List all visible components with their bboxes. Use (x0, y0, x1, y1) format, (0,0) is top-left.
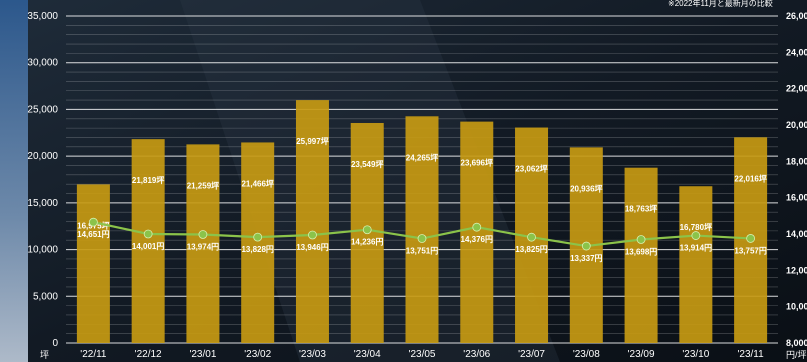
y-left-tick-label: 30,000 (27, 58, 58, 69)
bar-data-label: 22,016坪 (734, 173, 766, 183)
line-point (198, 230, 208, 239)
x-tick-label: '23/03 (299, 349, 326, 360)
y-right-tick-label: 16,000 (786, 193, 807, 203)
bar (241, 142, 275, 343)
line-point (143, 229, 153, 239)
x-tick-label: '22/11 (80, 349, 107, 360)
line-point (472, 222, 482, 232)
bar (131, 139, 165, 343)
comparison-note: ※2022年11月と最新月の比較 (668, 0, 773, 8)
bar-data-label: 20,936坪 (570, 183, 602, 193)
y-left-tick-label: 35,000 (27, 11, 58, 22)
line-data-label: 13,337円 (570, 254, 602, 263)
line-point (636, 235, 646, 244)
y-left-tick-label: 25,000 (27, 104, 58, 115)
line-point (581, 241, 591, 251)
line-data-label: 13,828円 (241, 245, 273, 254)
bar-data-label: 24,265坪 (406, 152, 438, 162)
bar (76, 184, 110, 343)
y-right-tick-label: 22,000 (786, 84, 807, 94)
bar-data-label: 23,549坪 (351, 159, 383, 169)
y-right-tick-label: 26,000 (786, 11, 807, 21)
y-right-ticks: 8,000 10,000 12,000 14,000 16,000 18,000 20,00… (786, 11, 807, 348)
x-tick-label: '23/07 (518, 349, 545, 360)
x-tick-label: '23/04 (354, 349, 381, 360)
line-data-label: 13,946円 (296, 243, 328, 252)
bar (460, 121, 494, 343)
line-data-label: 13,825円 (515, 245, 547, 254)
bar-data-label: 21,819坪 (132, 175, 164, 185)
line-data-label: 14,236円 (351, 238, 383, 247)
x-tick-label: '23/05 (409, 349, 436, 360)
y-left-ticks: 0 5,000 10,000 15,000 20,000 25,000 30,000 35,0… (27, 11, 58, 349)
line-data-label: 14,651円 (77, 230, 109, 239)
line-data-label: 14,376円 (461, 235, 493, 244)
x-tick-label: '23/08 (573, 349, 600, 360)
x-tick-label: '23/11 (738, 349, 765, 360)
x-tick-label: '23/10 (682, 349, 709, 360)
y-right-tick-label: 8,000 (786, 338, 807, 348)
x-tick-label: '23/06 (463, 349, 490, 360)
bar-data-label: 25,997坪 (296, 136, 328, 146)
line-point (527, 232, 536, 242)
bar (624, 167, 658, 343)
x-tick-label: '23/01 (189, 349, 216, 360)
line-data-label: 14,001円 (132, 242, 164, 251)
y-right-tick-label: 14,000 (786, 229, 807, 239)
y-left-tick-label: 0 (52, 338, 58, 349)
x-tick-label: '23/02 (244, 349, 271, 360)
x-tick-label: '22/12 (135, 349, 162, 360)
bar-data-label: 23,062坪 (515, 164, 547, 174)
y-right-tick-label: 18,000 (786, 156, 807, 166)
bar-data-label: 16,780坪 (680, 222, 712, 232)
line-data-label: 13,974円 (187, 242, 219, 251)
x-ticks: '22/11 '22/12 '23/01 '23/02 '23/03 '23/04 '23/… (80, 349, 764, 360)
bar-data-label: 18,763坪 (625, 204, 657, 214)
bar-data-label: 23,696坪 (461, 158, 493, 168)
y-left-tick-label: 10,000 (27, 245, 58, 256)
bar-series (76, 100, 768, 344)
line-data-label: 13,914円 (680, 244, 712, 253)
line-point (691, 231, 701, 240)
line-point (253, 232, 263, 242)
bar (186, 144, 220, 343)
bar-data-label: 21,259坪 (187, 180, 219, 190)
bar-labels: 16,975坪21,819坪21,259坪21,466坪25,997坪23,54… (77, 136, 767, 232)
line-data-label: 13,757円 (734, 246, 766, 255)
bar-data-label: 21,466坪 (241, 178, 273, 188)
y-right-tick-label: 10,000 (786, 302, 807, 312)
bar (405, 116, 439, 344)
line-point (746, 234, 756, 243)
sky-strip (0, 0, 28, 362)
line-series (88, 217, 756, 251)
y-left-tick-label: 5,000 (33, 291, 58, 302)
y-right-tick-label: 20,000 (786, 120, 807, 130)
y-left-tick-label: 20,000 (27, 151, 58, 162)
line-labels: 14,651円 14,001円 13,974円 13,828円 13,946円 14,23… (77, 230, 767, 263)
x-tick-label: '23/09 (628, 349, 655, 360)
line-data-label: 13,751円 (406, 247, 438, 256)
bar (679, 186, 713, 343)
bar (295, 100, 329, 343)
y-right-tick-label: 24,000 (786, 47, 807, 57)
line-point (308, 230, 317, 240)
y-right-unit: 円/坪 (786, 350, 807, 360)
y-left-tick-label: 15,000 (27, 198, 58, 209)
line-point (362, 225, 372, 235)
line-point (417, 234, 427, 243)
y-right-tick-label: 12,000 (786, 265, 807, 275)
line-data-label: 13,698円 (625, 247, 657, 256)
y-left-unit: 坪 (40, 350, 49, 360)
line-point (88, 217, 98, 227)
